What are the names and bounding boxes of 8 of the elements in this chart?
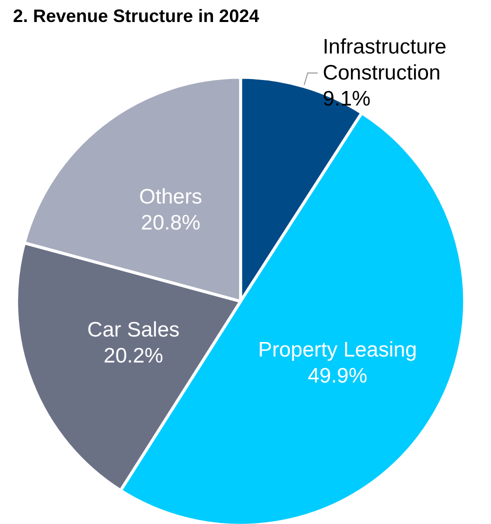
chart-title: 2. Revenue Structure in 2024	[13, 6, 260, 26]
slice-label: Property Leasing	[258, 338, 417, 362]
data-label: 20.8%	[140, 211, 200, 234]
slice-label: Car Sales	[87, 318, 180, 342]
slice-label: Others	[139, 185, 202, 208]
data-label: 20.2%	[104, 344, 164, 368]
data-label: 49.9%	[308, 364, 368, 388]
slice-label: Infrastructure Construction	[322, 35, 446, 84]
